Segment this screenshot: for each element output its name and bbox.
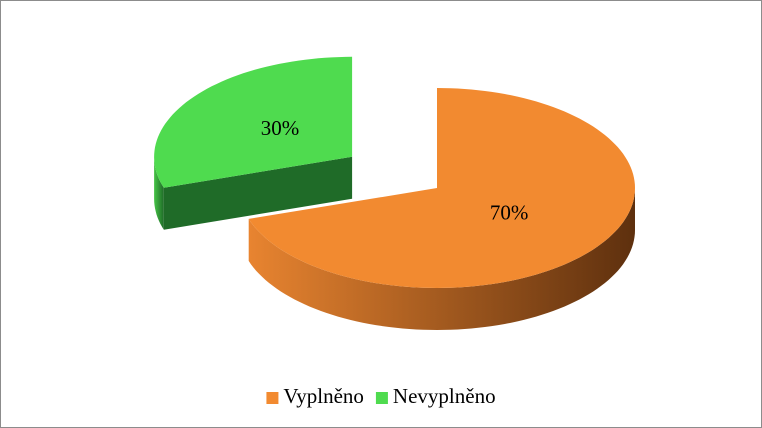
pie-side [248, 188, 635, 330]
legend-swatch [375, 392, 388, 404]
legend-swatch [266, 392, 279, 404]
pie-side [154, 156, 164, 230]
legend-label: Vyplněno [283, 384, 364, 408]
data-label: 30% [261, 116, 300, 140]
legend-label: Nevyplněno [393, 384, 496, 408]
data-label: 70% [490, 200, 529, 224]
pie-cut-face [163, 156, 353, 230]
pie-slice [154, 56, 353, 188]
pie-slice [248, 88, 635, 288]
